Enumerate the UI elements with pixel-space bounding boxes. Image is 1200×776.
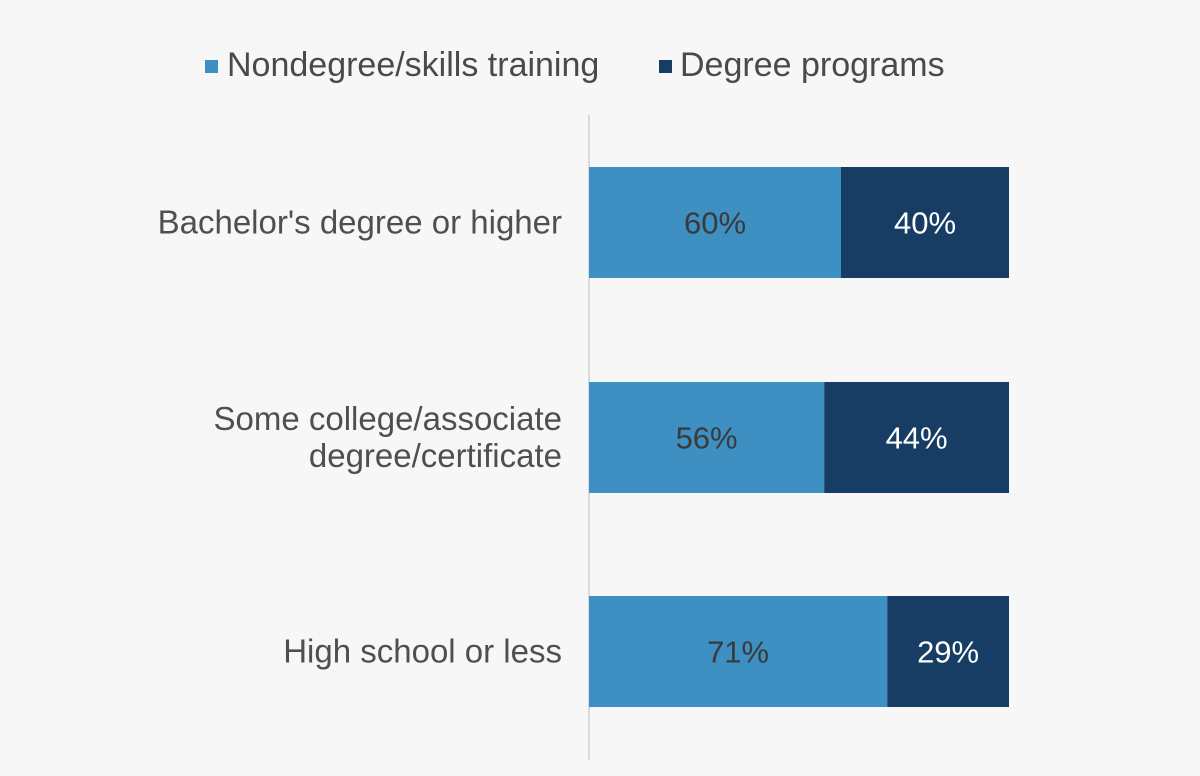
legend-label-degree-programs: Degree programs [680,46,945,84]
value-label: 56% [676,421,738,456]
legend-swatch-degree-programs [659,60,672,73]
legend: Nondegree/skills training Degree programs [205,46,945,84]
bar-nondegree-skills-training [589,167,841,278]
value-label: 29% [917,635,979,670]
bar-degree-programs [824,382,1009,493]
category-label: Bachelor's degree or higher [158,204,562,241]
bar-nondegree-skills-training [589,596,888,707]
value-label: 40% [894,206,956,241]
legend-swatch-nondegree-skills-training [205,60,218,73]
category-label: Some college/associate degree/certificate [213,400,562,474]
value-label: 44% [886,421,948,456]
value-label: 60% [684,206,746,241]
legend-label-nondegree-skills-training: Nondegree/skills training [227,46,599,84]
category-labels: Bachelor's degree or higher Some college/… [158,204,562,670]
bar-degree-programs [841,167,1009,278]
value-label: 71% [707,635,769,670]
bar-nondegree-skills-training [589,382,825,493]
category-label: High school or less [283,633,562,670]
bar-degree-programs [887,596,1009,707]
value-labels: 60% 40% 56% 44% 71% 29% [676,206,980,670]
bars [589,167,1009,707]
